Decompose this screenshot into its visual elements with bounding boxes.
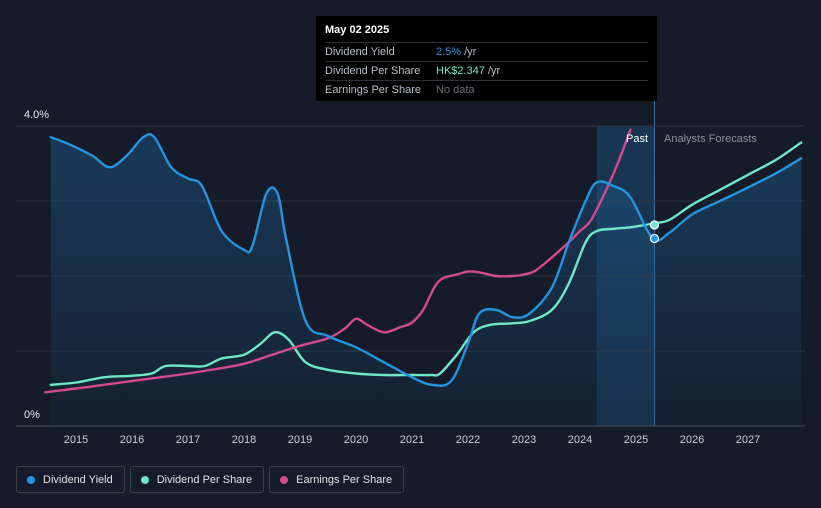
tooltip-row-earnings-per-share: Earnings Per Share No data <box>325 80 648 99</box>
x-tick-label: 2019 <box>288 434 312 446</box>
dividend-yield-marker <box>649 233 660 244</box>
tooltip-row-dividend-per-share: Dividend Per Share HK$2.347 /yr <box>325 61 648 80</box>
legend-dot-icon <box>27 475 35 484</box>
tooltip-row-dividend-yield: Dividend Yield 2.5% /yr <box>325 42 648 61</box>
x-tick-label: 2022 <box>456 434 480 446</box>
dividend-yield-area <box>50 134 802 426</box>
legend-dividend-yield[interactable]: Dividend Yield <box>16 466 125 493</box>
y-max-label: 4.0% <box>24 109 49 121</box>
tooltip-value: No data <box>436 84 475 96</box>
legend: Dividend Yield Dividend Per Share Earnin… <box>16 466 405 493</box>
legend-label: Earnings Per Share <box>296 473 393 486</box>
dividend-yield-line <box>49 133 803 387</box>
legend-dividend-per-share[interactable]: Dividend Per Share <box>129 466 265 493</box>
legend-earnings-per-share[interactable]: Earnings Per Share <box>269 466 405 493</box>
tooltip-label: Dividend Per Share <box>325 65 421 77</box>
forecast-label: Analysts Forecasts <box>664 133 757 145</box>
x-tick-label: 2024 <box>568 434 592 446</box>
x-tick-label: 2017 <box>176 434 200 446</box>
y-min-label: 0% <box>24 409 40 421</box>
x-tick-label: 2021 <box>400 434 424 446</box>
legend-label: Dividend Yield <box>43 473 113 486</box>
tooltip-value: 2.5% <box>436 46 462 58</box>
tooltip-label: Earnings Per Share <box>325 84 421 96</box>
legend-dot-icon <box>280 475 289 484</box>
tooltip: May 02 2025 Dividend Yield 2.5% /yr Divi… <box>316 16 657 101</box>
dividend-per-share-marker <box>649 220 660 230</box>
x-tick-label: 2020 <box>344 434 368 446</box>
earnings-per-share-line <box>44 128 632 394</box>
legend-label: Dividend Per Share <box>156 473 253 486</box>
tooltip-label: Dividend Yield <box>325 46 395 58</box>
x-tick-label: 2027 <box>736 434 760 446</box>
x-tick-label: 2016 <box>120 434 144 446</box>
legend-dot-icon <box>140 475 149 484</box>
x-tick-label: 2023 <box>512 434 536 446</box>
past-label: Past <box>626 133 648 145</box>
x-tick-label: 2025 <box>624 434 648 446</box>
x-tick-label: 2015 <box>64 434 88 446</box>
tooltip-date: May 02 2025 <box>325 24 390 36</box>
tooltip-value: HK$2.347 <box>436 65 485 77</box>
x-tick-label: 2026 <box>680 434 704 446</box>
tooltip-unit: /yr <box>464 46 477 58</box>
tooltip-unit: /yr <box>487 65 501 77</box>
x-tick-label: 2018 <box>232 434 256 446</box>
